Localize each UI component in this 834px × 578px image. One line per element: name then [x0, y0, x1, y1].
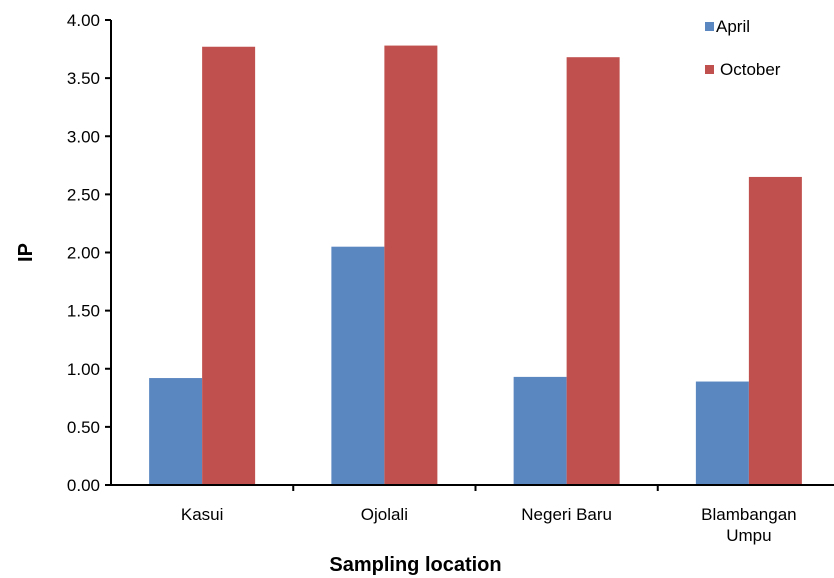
bar-october-negeri-baru — [566, 57, 620, 485]
x-tick-label: Umpu — [726, 526, 771, 545]
y-tick-label: 1.00 — [67, 360, 100, 379]
x-axis-ticks — [292, 485, 659, 491]
y-axis-ticks: 0.00 0.50 1.00 1.50 2.00 2.50 3.00 3.50 4.00 — [67, 11, 111, 495]
legend-swatch-april — [705, 22, 714, 31]
bar-october-blambangan-umpu — [748, 176, 802, 485]
x-tick-label: Negeri Baru — [521, 505, 612, 524]
y-axis-title: IP — [15, 243, 37, 262]
x-tick-label: Blambangan — [701, 505, 796, 524]
x-tick-label: Ojolali — [361, 505, 408, 524]
y-tick-label: 2.50 — [67, 185, 100, 204]
x-tick-label: Kasui — [181, 505, 224, 524]
y-tick-label: 1.50 — [67, 302, 100, 321]
bar-april-kasui — [149, 378, 203, 485]
x-axis-tick-labels: Kasui Ojolali Negeri Baru Blambangan Umpu — [181, 505, 797, 545]
legend-swatch-october — [705, 65, 714, 74]
bar-october-kasui — [202, 46, 256, 486]
legend-label-october: October — [720, 60, 781, 79]
bar-april-ojolali — [331, 246, 385, 485]
bar-april-negeri-baru — [513, 376, 567, 485]
y-tick-label: 3.00 — [67, 127, 100, 146]
legend: April October — [705, 17, 781, 79]
y-tick-label: 2.00 — [67, 244, 100, 263]
bars — [149, 45, 802, 486]
x-axis-title: Sampling location — [329, 554, 501, 576]
y-tick-label: 0.50 — [67, 418, 100, 437]
legend-label-april: April — [716, 17, 750, 36]
y-tick-label: 0.00 — [67, 476, 100, 495]
y-tick-label: 4.00 — [67, 11, 100, 30]
bar-october-ojolali — [384, 45, 438, 485]
y-tick-label: 3.50 — [67, 69, 100, 88]
bar-april-blambangan-umpu — [695, 381, 749, 485]
